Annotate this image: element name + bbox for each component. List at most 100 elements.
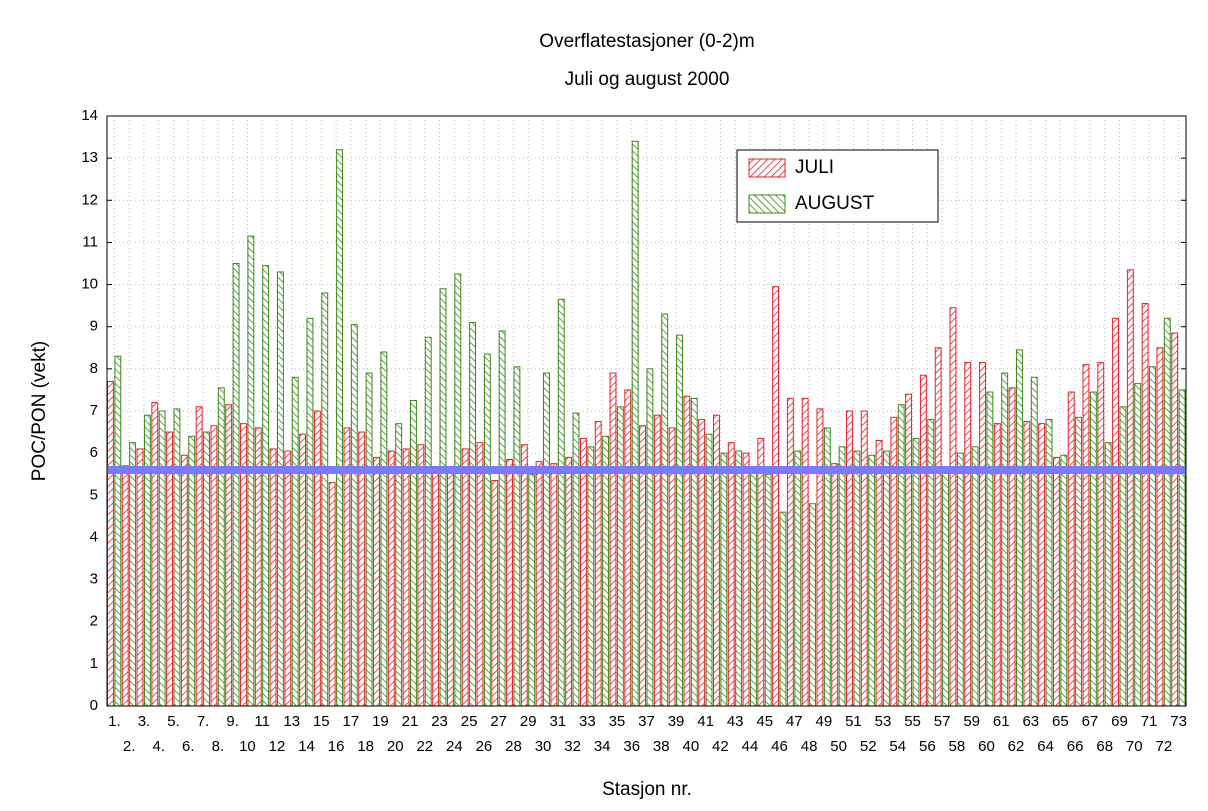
x-tick-label: 7. (197, 713, 210, 730)
bar (557, 298, 565, 707)
y-tick-label: 13 (81, 149, 98, 166)
bar (498, 330, 506, 707)
bar (276, 271, 284, 707)
x-tick-label: 8. (212, 738, 225, 755)
x-tick-label: 35 (609, 713, 626, 730)
x-tick-label: 73 (1170, 713, 1187, 730)
x-tick-label: 18 (357, 738, 374, 755)
bar (136, 448, 144, 707)
x-tick-label: 28 (505, 738, 522, 755)
bar (454, 273, 462, 707)
legend-swatch (748, 158, 786, 178)
y-tick-label: 4 (90, 528, 98, 545)
bar (461, 448, 469, 707)
bar (336, 149, 343, 707)
y-tick-label: 0 (90, 697, 98, 714)
x-tick-label: 9. (226, 713, 239, 730)
bar (432, 469, 440, 707)
bar (683, 395, 691, 707)
bar (232, 263, 240, 707)
bar (107, 381, 114, 707)
bar (868, 454, 876, 707)
bar (846, 410, 853, 707)
bar (417, 444, 425, 707)
bar (1126, 269, 1134, 707)
y-tick-label: 7 (90, 402, 98, 419)
bar (1178, 389, 1186, 707)
bar (661, 313, 669, 707)
bar (1038, 423, 1046, 707)
bar (853, 450, 861, 707)
bar (949, 307, 957, 707)
x-tick-label: 33 (579, 713, 596, 730)
chart-subtitle: Juli og august 2000 (565, 69, 730, 90)
bar (1141, 303, 1149, 707)
bar (801, 397, 809, 707)
bar (890, 416, 898, 707)
bar (602, 435, 610, 707)
x-tick-label: 67 (1082, 713, 1099, 730)
x-tick-label: 27 (490, 713, 507, 730)
bar (269, 448, 277, 707)
bar (779, 511, 787, 707)
bar (786, 397, 794, 707)
x-tick-label: 31 (549, 713, 566, 730)
bar (446, 469, 454, 707)
x-tick-label: 38 (653, 738, 670, 755)
bar (927, 418, 935, 707)
x-tick-label: 19 (372, 713, 389, 730)
bar (299, 433, 307, 707)
x-tick-label: 53 (875, 713, 892, 730)
x-tick-label: 72 (1155, 738, 1172, 755)
x-tick-label: 71 (1141, 713, 1158, 730)
bar (439, 288, 447, 707)
bar (609, 372, 617, 707)
bar (587, 446, 595, 707)
x-tick-label: 36 (623, 738, 640, 755)
bar (653, 414, 661, 707)
y-tick-label: 1 (90, 655, 98, 672)
bar (188, 435, 196, 707)
y-axis-label: POC/PON (vekt) (29, 341, 50, 481)
x-tick-label: 29 (520, 713, 537, 730)
bar (882, 450, 890, 707)
x-tick-label: 21 (402, 713, 419, 730)
x-tick-label: 6. (182, 738, 195, 755)
x-tick-label: 10 (239, 738, 256, 755)
y-tick-label: 8 (90, 360, 98, 377)
bar (180, 454, 188, 707)
bar (705, 433, 713, 707)
bar (476, 442, 484, 707)
x-tick-label: 54 (889, 738, 906, 755)
x-tick-label: 32 (564, 738, 581, 755)
x-tick-label: 45 (756, 713, 773, 730)
bar (240, 423, 247, 707)
x-tick-label: 22 (416, 738, 433, 755)
bar (195, 406, 203, 707)
y-tick-label: 3 (90, 571, 98, 588)
x-tick-label: 44 (742, 738, 759, 755)
bar (328, 482, 336, 707)
y-tick-label: 6 (90, 444, 98, 461)
bar (313, 410, 321, 707)
x-tick-label: 68 (1096, 738, 1113, 755)
bar (350, 324, 358, 707)
bar (513, 366, 521, 707)
x-tick-label: 23 (431, 713, 448, 730)
legend-label: JULI (795, 157, 834, 178)
bar (1023, 421, 1031, 707)
x-tick-label: 42 (712, 738, 729, 755)
legend-swatch (748, 194, 786, 214)
bar (772, 286, 780, 707)
bar (749, 469, 757, 707)
x-tick-label: 55 (904, 713, 921, 730)
bar (373, 456, 380, 707)
x-tick-label: 16 (328, 738, 345, 755)
bar (1104, 442, 1112, 707)
bar (402, 448, 410, 707)
bar (424, 336, 432, 707)
x-tick-label: 59 (963, 713, 980, 730)
x-tick-label: 61 (993, 713, 1010, 730)
bar (757, 437, 765, 707)
